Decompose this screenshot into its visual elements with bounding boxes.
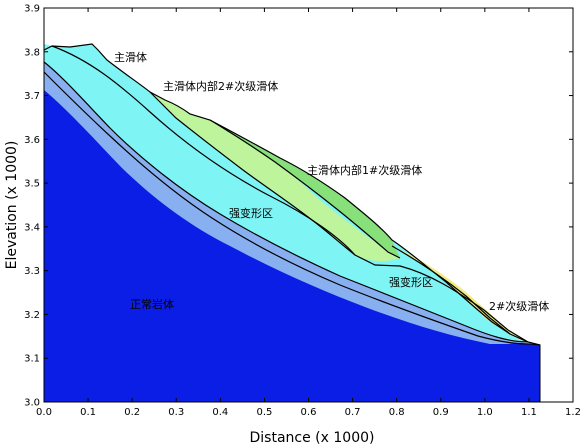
plot-area: 0.0 0.1 0.2 0.3 0.4 0.5 0.6 0.7 0.8 0.9 1.0 1.1 1.2 3… bbox=[24, 4, 581, 419]
x-tick-label: 0.2 bbox=[124, 407, 140, 418]
y-tick-label: 3.8 bbox=[24, 47, 40, 58]
y-tick-label: 3.5 bbox=[24, 179, 40, 190]
zone-inner-slide-2 bbox=[150, 92, 400, 262]
x-tick-label: 0.5 bbox=[256, 407, 272, 418]
x-tick-label: 0.0 bbox=[36, 407, 52, 418]
y-tick-label: 3.2 bbox=[24, 310, 40, 321]
lower-deform-boundary-line bbox=[43, 71, 531, 345]
geology-zones bbox=[43, 44, 541, 403]
deform-zone-inner-line bbox=[51, 45, 529, 343]
y-tick-label: 3.6 bbox=[24, 135, 40, 146]
y-tick-label: 3.7 bbox=[24, 91, 40, 102]
x-tick-label: 0.3 bbox=[168, 407, 184, 418]
x-tick-label: 0.4 bbox=[212, 407, 228, 418]
label-strong-deform-lower: 强变形区 bbox=[229, 206, 273, 220]
y-tick-label: 3.0 bbox=[24, 398, 40, 409]
boundary-lines bbox=[43, 43, 541, 346]
axis-ticks: 0.0 0.1 0.2 0.3 0.4 0.5 0.6 0.7 0.8 0.9 1.0 1.1 1.2 3… bbox=[24, 4, 581, 419]
x-tick-label: 0.8 bbox=[389, 407, 405, 418]
x-tick-label: 1.1 bbox=[521, 407, 537, 418]
x-tick-label: 0.1 bbox=[80, 407, 96, 418]
secondary-slide-2-base-line bbox=[391, 245, 511, 335]
inner-slide-2-base-line bbox=[149, 91, 356, 256]
y-tick-label: 3.3 bbox=[24, 266, 40, 277]
zone-labels: 主滑体 主滑体内部2#次级滑体 主滑体内部1#次级滑体 强变形区 强变形区 正常… bbox=[114, 50, 549, 313]
label-inner-slide-2: 主滑体内部2#次级滑体 bbox=[163, 79, 278, 93]
label-main-slide-body: 主滑体 bbox=[114, 50, 147, 64]
x-tick-label: 0.7 bbox=[345, 407, 361, 418]
zone-inner-slide-1 bbox=[210, 120, 400, 258]
label-secondary-slide-2: 2#次级滑体 bbox=[489, 299, 549, 313]
inner-slide-1-base-line bbox=[209, 119, 401, 259]
label-strong-deform-upper: 强变形区 bbox=[389, 275, 433, 289]
label-bedrock: 正常岩体 bbox=[130, 297, 174, 311]
y-tick-label: 3.9 bbox=[24, 4, 40, 15]
x-tick-label: 1.2 bbox=[565, 407, 581, 418]
x-tick-label: 0.6 bbox=[301, 407, 317, 418]
x-axis-title: Distance (x 1000) bbox=[250, 430, 375, 446]
y-tick-label: 3.1 bbox=[24, 354, 40, 365]
ground-surface-line bbox=[43, 43, 541, 346]
x-tick-label: 0.9 bbox=[433, 407, 449, 418]
x-tick-label: 1.0 bbox=[477, 407, 493, 418]
y-tick-label: 3.4 bbox=[24, 222, 40, 233]
main-slip-surface-line bbox=[43, 61, 529, 343]
y-axis-title: Elevation (x 1000) bbox=[4, 141, 20, 270]
label-inner-slide-1: 主滑体内部1#次级滑体 bbox=[307, 163, 422, 177]
